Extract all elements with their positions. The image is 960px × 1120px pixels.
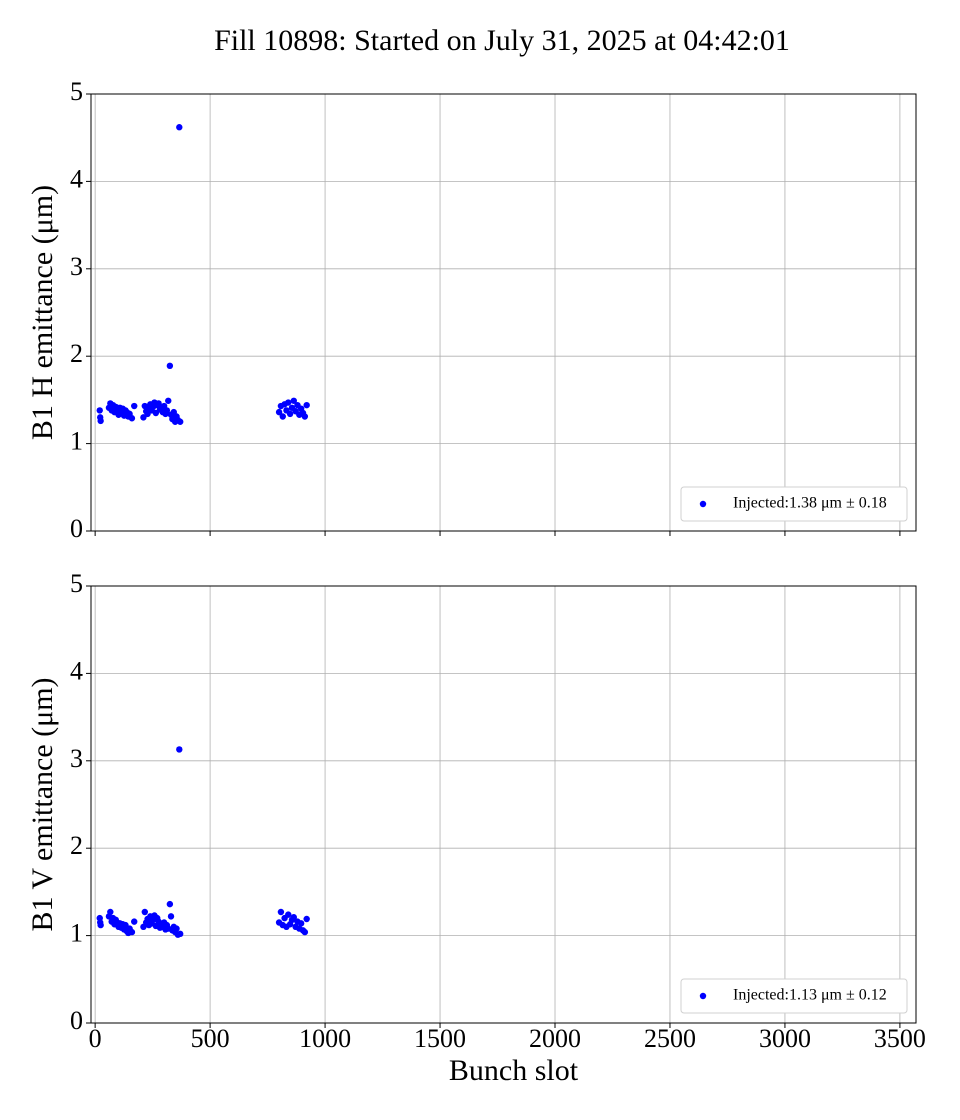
plot-frame xyxy=(90,93,917,532)
legend-marker xyxy=(699,992,707,1000)
data-point xyxy=(177,418,184,425)
y-tick-label: 3 xyxy=(70,252,83,281)
y-tick-label: 1 xyxy=(70,427,83,456)
data-point xyxy=(285,399,292,406)
data-point xyxy=(176,746,183,753)
data-point xyxy=(128,928,136,936)
data-point xyxy=(128,415,136,422)
data-point xyxy=(303,401,310,409)
x-tick-label: 3000 xyxy=(759,1024,811,1053)
y-tick-label: 5 xyxy=(70,569,83,598)
data-point xyxy=(131,918,138,925)
data-point xyxy=(297,920,305,927)
data-point xyxy=(290,914,298,921)
y-tick-label: 5 xyxy=(70,77,83,106)
data-point xyxy=(177,930,184,938)
data-point xyxy=(163,407,171,414)
data-point xyxy=(166,900,174,908)
data-point xyxy=(141,908,149,916)
x-tick-label: 500 xyxy=(191,1024,230,1053)
y-axis-label: B1 V emittance (μm) xyxy=(26,677,59,931)
y-tick-label: 2 xyxy=(70,831,83,860)
x-tick-label: 3500 xyxy=(874,1024,926,1053)
x-tick-label: 2500 xyxy=(644,1024,696,1053)
data-point xyxy=(301,928,309,936)
x-tick-label: 1500 xyxy=(414,1024,466,1053)
data-point xyxy=(279,413,286,420)
plot-frame xyxy=(90,585,917,1024)
data-point xyxy=(176,124,183,131)
data-point xyxy=(165,397,172,404)
data-point xyxy=(107,908,114,916)
x-axis-label: Bunch slot xyxy=(449,1054,579,1087)
y-axis-label: B1 H emittance (μm) xyxy=(26,185,59,440)
legend-marker xyxy=(699,500,707,508)
x-tick-label: 2000 xyxy=(529,1024,581,1053)
data-point xyxy=(166,362,174,370)
data-point xyxy=(97,921,104,929)
data-point xyxy=(303,915,310,923)
y-tick-label: 4 xyxy=(70,656,83,685)
y-tick-label: 3 xyxy=(70,744,83,773)
y-tick-label: 0 xyxy=(70,514,83,543)
legend-label: Injected:1.13 μm ± 0.12 xyxy=(733,987,887,1004)
data-point xyxy=(277,908,285,916)
y-tick-label: 2 xyxy=(70,339,83,368)
data-point xyxy=(290,397,298,404)
data-point xyxy=(131,402,138,410)
figure-title: Fill 10898: Started on July 31, 2025 at … xyxy=(214,24,790,57)
data-point xyxy=(285,911,292,918)
y-tick-label: 0 xyxy=(70,1006,83,1035)
data-point xyxy=(286,410,294,418)
y-tick-label: 4 xyxy=(70,164,83,193)
legend-label: Injected:1.38 μm ± 0.18 xyxy=(733,495,887,512)
x-tick-label: 0 xyxy=(89,1024,102,1053)
legend-box xyxy=(680,486,908,522)
y-tick-label: 1 xyxy=(70,919,83,948)
data-point xyxy=(173,925,180,932)
legend-box xyxy=(680,978,908,1014)
data-point xyxy=(97,417,104,425)
data-point xyxy=(167,913,175,920)
data-point xyxy=(301,413,309,420)
data-point xyxy=(96,407,103,414)
data-point xyxy=(275,408,283,416)
x-tick-label: 1000 xyxy=(299,1024,351,1053)
